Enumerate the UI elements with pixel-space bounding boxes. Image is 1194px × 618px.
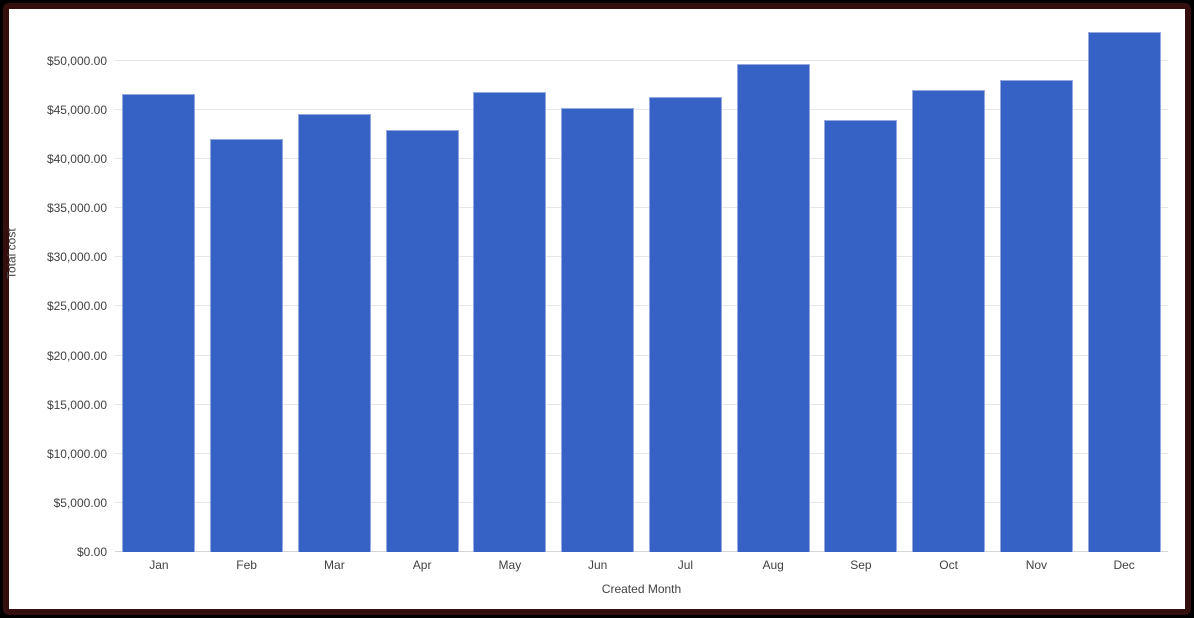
x-axis-labels: Jan Feb Mar Apr May Jun Jul Aug Sep Oct Nov Dec [115,558,1168,572]
x-tick-label-dec: Dec [1113,558,1135,572]
y-tick-label-35000: $35,000.00 [46,201,107,215]
x-tick-label-jun: Jun [587,558,608,572]
bar-cell-nov [993,20,1081,552]
bar-cell-jul [642,20,730,552]
gridline-45000 [115,109,1168,110]
bars-container [115,20,1168,552]
x-axis-title: Created Month [601,582,682,596]
bar-cell-aug [729,20,817,552]
y-tick-label-0: $0.00 [76,545,107,559]
bar-apr[interactable] [385,130,459,552]
bar-cell-jun [554,20,642,552]
gridline-35000 [115,207,1168,208]
gridline-20000 [115,355,1168,356]
bar-cell-sep [817,20,905,552]
x-tick-label-may: May [498,558,522,572]
gridline-15000 [115,404,1168,405]
x-tick-label-sep: Sep [850,558,872,572]
gridline-10000 [115,453,1168,454]
gridline-30000 [115,256,1168,257]
gridline-50000 [115,60,1168,61]
y-tick-label-40000: $40,000.00 [46,152,107,166]
bar-cell-mar [291,20,379,552]
x-tick-label-apr: Apr [412,558,432,572]
chart-panel: Total cost $0.00 $5,000.00 $10,000.00 $15,0… [3,3,1191,615]
y-tick-label-10000: $10,000.00 [46,447,107,461]
x-tick-label-oct: Oct [939,558,958,572]
bar-dec[interactable] [1087,32,1161,552]
y-tick-label-50000: $50,000.00 [46,54,107,68]
bar-sep[interactable] [824,120,898,552]
y-tick-label-30000: $30,000.00 [46,250,107,264]
x-tick-label-feb: Feb [236,558,257,572]
bar-cell-dec [1080,20,1168,552]
bar-aug[interactable] [736,64,810,552]
bar-feb[interactable] [210,139,284,552]
x-tick-label-aug: Aug [762,558,784,572]
bar-cell-jan [115,20,203,552]
bar-cell-feb [203,20,291,552]
gridline-40000 [115,158,1168,159]
y-tick-label-5000: $5,000.00 [53,496,107,510]
plot-area [115,20,1168,552]
bar-nov[interactable] [999,80,1073,552]
bar-jan[interactable] [122,94,196,552]
x-tick-label-mar: Mar [324,558,345,572]
bar-cell-oct [905,20,993,552]
gridline-25000 [115,305,1168,306]
gridline-5000 [115,502,1168,503]
y-tick-label-20000: $20,000.00 [46,349,107,363]
bar-chart: Total cost $0.00 $5,000.00 $10,000.00 $15,0… [5,9,1185,609]
bar-jun[interactable] [561,108,635,552]
bar-cell-apr [378,20,466,552]
bar-mar[interactable] [297,114,371,552]
y-tick-label-25000: $25,000.00 [46,299,107,313]
x-tick-label-nov: Nov [1025,558,1048,572]
bar-oct[interactable] [912,90,986,552]
x-tick-label-jan: Jan [149,558,169,572]
x-tick-label-jul: Jul [677,558,694,572]
y-tick-label-15000: $15,000.00 [46,398,107,412]
y-axis-labels: $0.00 $5,000.00 $10,000.00 $15,000.00 $20,00… [9,20,107,559]
bar-jul[interactable] [648,97,722,552]
y-tick-label-45000: $45,000.00 [46,103,107,117]
gridline-0 [115,551,1168,552]
bar-cell-may [466,20,554,552]
bar-may[interactable] [473,92,547,552]
